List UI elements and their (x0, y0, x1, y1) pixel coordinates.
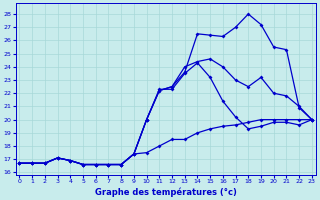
X-axis label: Graphe des températures (°c): Graphe des températures (°c) (95, 187, 236, 197)
